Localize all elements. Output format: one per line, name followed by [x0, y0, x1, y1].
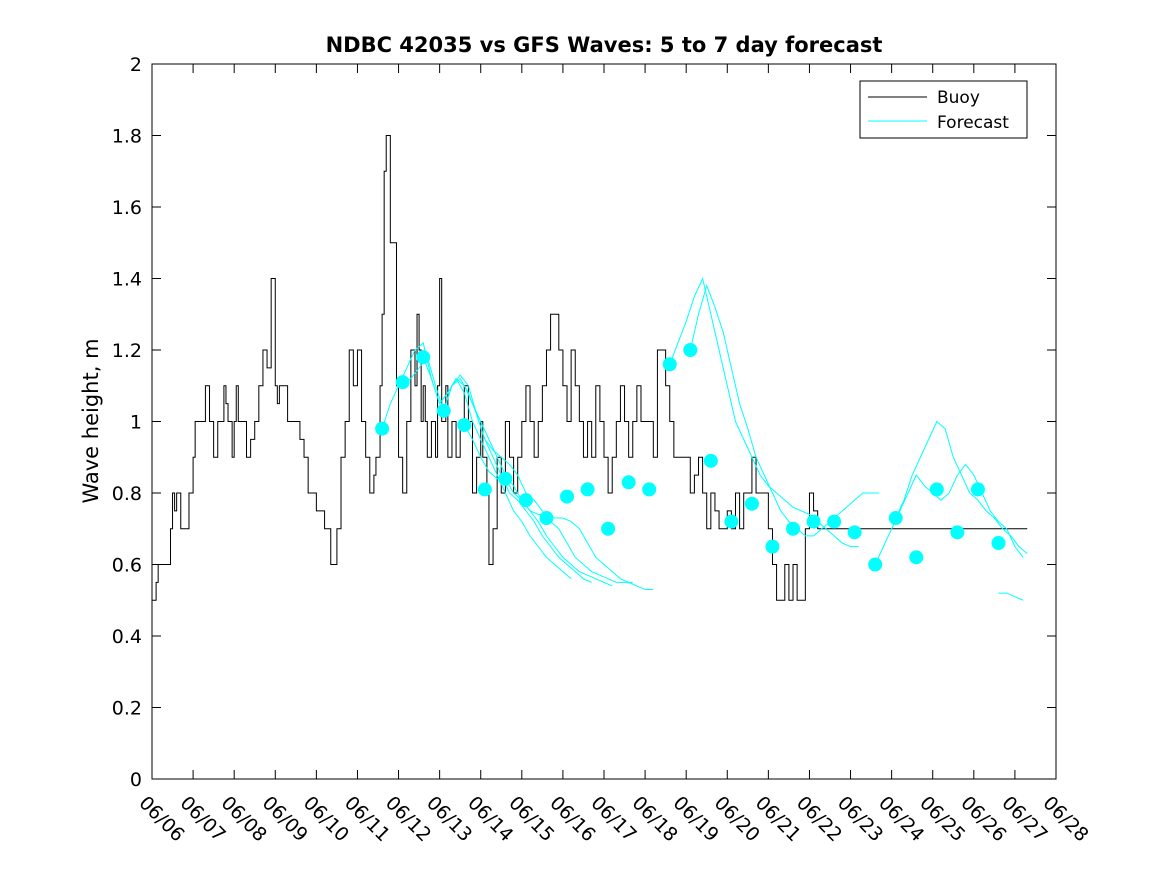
forecast-point	[539, 511, 554, 526]
x-tick-label: 06/08	[217, 792, 271, 846]
series-line-forecast	[422, 356, 613, 587]
y-tick-label: 0.4	[112, 626, 142, 648]
forecast-point	[621, 475, 636, 490]
x-tick-label: 06/09	[258, 792, 312, 846]
y-axis: 0 0.2 0.4 0.6 0.8 1 1.2 1.4 1.6 1.8 2	[112, 54, 1056, 791]
forecast-point	[929, 482, 944, 497]
legend-entry-forecast: Forecast	[937, 113, 1009, 133]
series-line-forecast	[874, 463, 1024, 565]
x-tick-label: 06/14	[463, 792, 517, 846]
plot-area	[151, 63, 1057, 780]
forecast-point	[703, 453, 718, 468]
series-line-forecast	[443, 377, 633, 583]
x-tick-label: 06/15	[504, 792, 558, 846]
x-tick-label: 06/10	[299, 792, 353, 846]
forecast-point	[991, 536, 1006, 551]
series-line-forecast	[463, 424, 654, 591]
forecast-point	[601, 521, 616, 536]
series-line-forecast	[998, 592, 1024, 601]
forecast-point	[560, 489, 575, 504]
forecast-point	[847, 525, 862, 540]
y-tick-label: 1.8	[112, 126, 142, 148]
x-tick-label: 06/26	[956, 792, 1010, 846]
forecast-point	[457, 418, 472, 433]
legend-entry-buoy: Buoy	[937, 88, 980, 108]
x-tick-label: 06/21	[751, 792, 805, 846]
x-tick-label: 06/16	[545, 792, 599, 846]
series-layer	[152, 135, 1028, 601]
x-tick-label: 06/27	[997, 792, 1051, 846]
series-line-forecast	[689, 284, 880, 537]
series-line-forecast	[669, 276, 859, 548]
forecast-point	[642, 482, 657, 497]
x-tick-label: 06/19	[669, 792, 723, 846]
y-axis-label: Wave height, m	[79, 338, 103, 503]
x-tick-label: 06/11	[340, 792, 394, 846]
legend: Buoy Forecast	[859, 80, 1028, 139]
y-tick-label: 0.8	[112, 483, 142, 505]
y-tick-label: 2	[130, 54, 142, 76]
y-tick-label: 1.2	[112, 340, 142, 362]
forecast-point	[498, 471, 513, 486]
forecast-point	[744, 496, 759, 511]
forecast-point	[375, 421, 390, 436]
y-tick-label: 1.6	[112, 197, 142, 219]
forecast-point	[765, 539, 780, 554]
forecast-point	[436, 403, 451, 418]
y-tick-label: 1.4	[112, 269, 142, 291]
forecast-point	[416, 350, 431, 365]
forecast-point	[970, 482, 985, 497]
forecast-point	[827, 514, 842, 529]
x-tick-label: 06/12	[381, 792, 435, 846]
forecast-point	[950, 525, 965, 540]
series-line-buoy	[152, 135, 1028, 601]
legend-box	[859, 80, 1028, 139]
x-tick-label: 06/18	[628, 792, 682, 846]
forecast-point	[909, 550, 924, 565]
forecast-point	[888, 511, 903, 526]
y-tick-label: 1	[130, 412, 142, 434]
series-line-forecast	[895, 420, 1028, 555]
marker-layer	[375, 343, 1006, 572]
forecast-point	[786, 521, 801, 536]
y-tick-label: 0	[130, 769, 142, 791]
x-tick-label: 06/23	[833, 792, 887, 846]
forecast-point	[477, 482, 492, 497]
series-line-forecast	[381, 341, 572, 580]
x-tick-label: 06/25	[915, 792, 969, 846]
x-tick-label: 06/22	[792, 792, 846, 846]
forecast-point	[580, 482, 595, 497]
x-tick-label: 06/17	[586, 792, 640, 846]
forecast-point	[724, 514, 739, 529]
y-tick-label: 0.2	[112, 698, 142, 720]
x-tick-label: 06/13	[422, 792, 476, 846]
chart-title: NDBC 42035 vs GFS Waves: 5 to 7 day fore…	[326, 33, 883, 57]
forecast-point	[662, 357, 677, 372]
x-tick-label: 06/06	[134, 792, 188, 846]
forecast-point	[518, 493, 533, 508]
forecast-point	[868, 557, 883, 572]
x-tick-label: 06/28	[1038, 792, 1092, 846]
forecast-point	[806, 514, 821, 529]
forecast-point	[395, 375, 410, 390]
x-tick-label: 06/07	[176, 792, 230, 846]
x-tick-label: 06/24	[874, 792, 928, 846]
x-tick-label: 06/20	[710, 792, 764, 846]
forecast-point	[683, 343, 698, 357]
y-tick-label: 0.6	[112, 555, 142, 577]
series-line-forecast	[402, 356, 592, 583]
